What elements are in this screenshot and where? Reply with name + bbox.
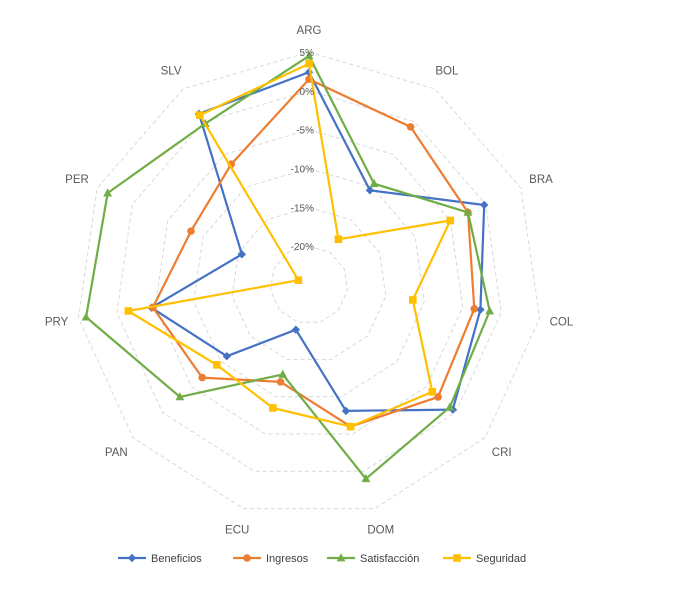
legend-item-seguridad: Seguridad [443,553,526,565]
category-label-per: PER [65,174,89,186]
series-line-seguridad [127,62,452,428]
series-line-beneficios [150,71,486,412]
marker-ingresos-per [187,227,195,235]
marker-satisfacción-pan [175,392,185,401]
marker-ingresos-cri [434,393,442,401]
marker-beneficios-bra [480,200,489,210]
series-satisfacción [81,51,495,483]
legend-item-ingresos: Ingresos [233,553,309,565]
tick-label: -10% [291,165,314,176]
marker-satisfacción-pry [81,312,91,321]
marker-seguridad-bra [446,216,455,225]
marker-satisfacción-bol [369,178,379,188]
series-line-ingresos [151,78,476,428]
marker-beneficios-pan [222,352,232,361]
category-label-slv: SLV [161,66,182,78]
grid-ring-5 [270,245,348,323]
legend-marker [336,553,346,562]
radar-series [81,51,495,483]
marker-ingresos-bol [406,123,415,131]
category-label-arg: ARG [297,25,322,37]
marker-satisfacción-bra [463,207,473,216]
legend-marker [453,554,461,562]
category-label-pan: PAN [105,447,128,459]
category-label-dom: DOM [367,525,394,537]
series-seguridad [124,59,455,431]
legend-label: Beneficios [151,553,202,565]
marker-satisfacción-cri [445,402,455,411]
marker-seguridad-col [408,296,417,304]
marker-beneficios-dom [341,406,351,416]
legend: Beneficios Ingresos Satisfacción Seguridad [118,553,526,565]
grid-ring-4 [231,206,387,360]
series-line-satisfacción [84,54,491,480]
legend-label: Satisfacción [360,553,419,565]
radar-tick-labels: 5% 0% -5% -10% -15% -20% [291,48,314,253]
marker-seguridad-pry [124,307,133,315]
grid-ring-0 [77,51,541,510]
tick-label: 0% [300,87,315,98]
marker-beneficios-col [476,305,485,314]
category-label-pry: PRY [45,316,69,328]
legend-label: Seguridad [476,553,526,565]
tick-label: -15% [291,203,314,214]
tick-label: -5% [296,126,314,137]
category-label-ecu: ECU [225,525,249,537]
marker-seguridad-slv [196,111,204,119]
legend-item-beneficios: Beneficios [118,553,202,565]
legend-marker [243,554,251,562]
legend-marker [127,553,137,563]
tick-label: 5% [300,48,315,59]
tick-label: -20% [291,242,314,253]
marker-satisfacción-col [485,306,495,315]
marker-satisfacción-arg [304,51,314,60]
marker-beneficios-per [237,250,247,259]
marker-seguridad-arg [305,59,313,68]
radar-category-labels: ARG BOL BRA COL CRI DOM ECU PAN PRY PER SLV [45,25,574,537]
legend-label: Ingresos [266,553,309,565]
category-label-col: COL [550,316,574,328]
marker-satisfacción-dom [361,473,371,483]
grid-ring-1 [116,90,502,472]
marker-beneficios-bol [365,186,375,195]
marker-ingresos-pan [198,373,206,382]
category-label-bol: BOL [435,66,459,78]
marker-seguridad-ecu [269,404,277,412]
radar-grid [77,51,541,510]
category-label-cri: CRI [492,447,512,459]
marker-satisfacción-per [103,188,113,197]
marker-ingresos-col [470,304,479,313]
marker-seguridad-pan [213,361,221,369]
marker-seguridad-bol [334,235,343,244]
marker-seguridad-per [294,276,303,284]
marker-seguridad-cri [428,388,437,396]
marker-ingresos-ecu [276,378,285,386]
category-label-bra: BRA [529,174,553,186]
marker-beneficios-ecu [291,325,301,334]
marker-seguridad-dom [346,422,355,431]
legend-item-satisfacción: Satisfacción [327,553,419,565]
marker-satisfacción-ecu [278,369,288,378]
